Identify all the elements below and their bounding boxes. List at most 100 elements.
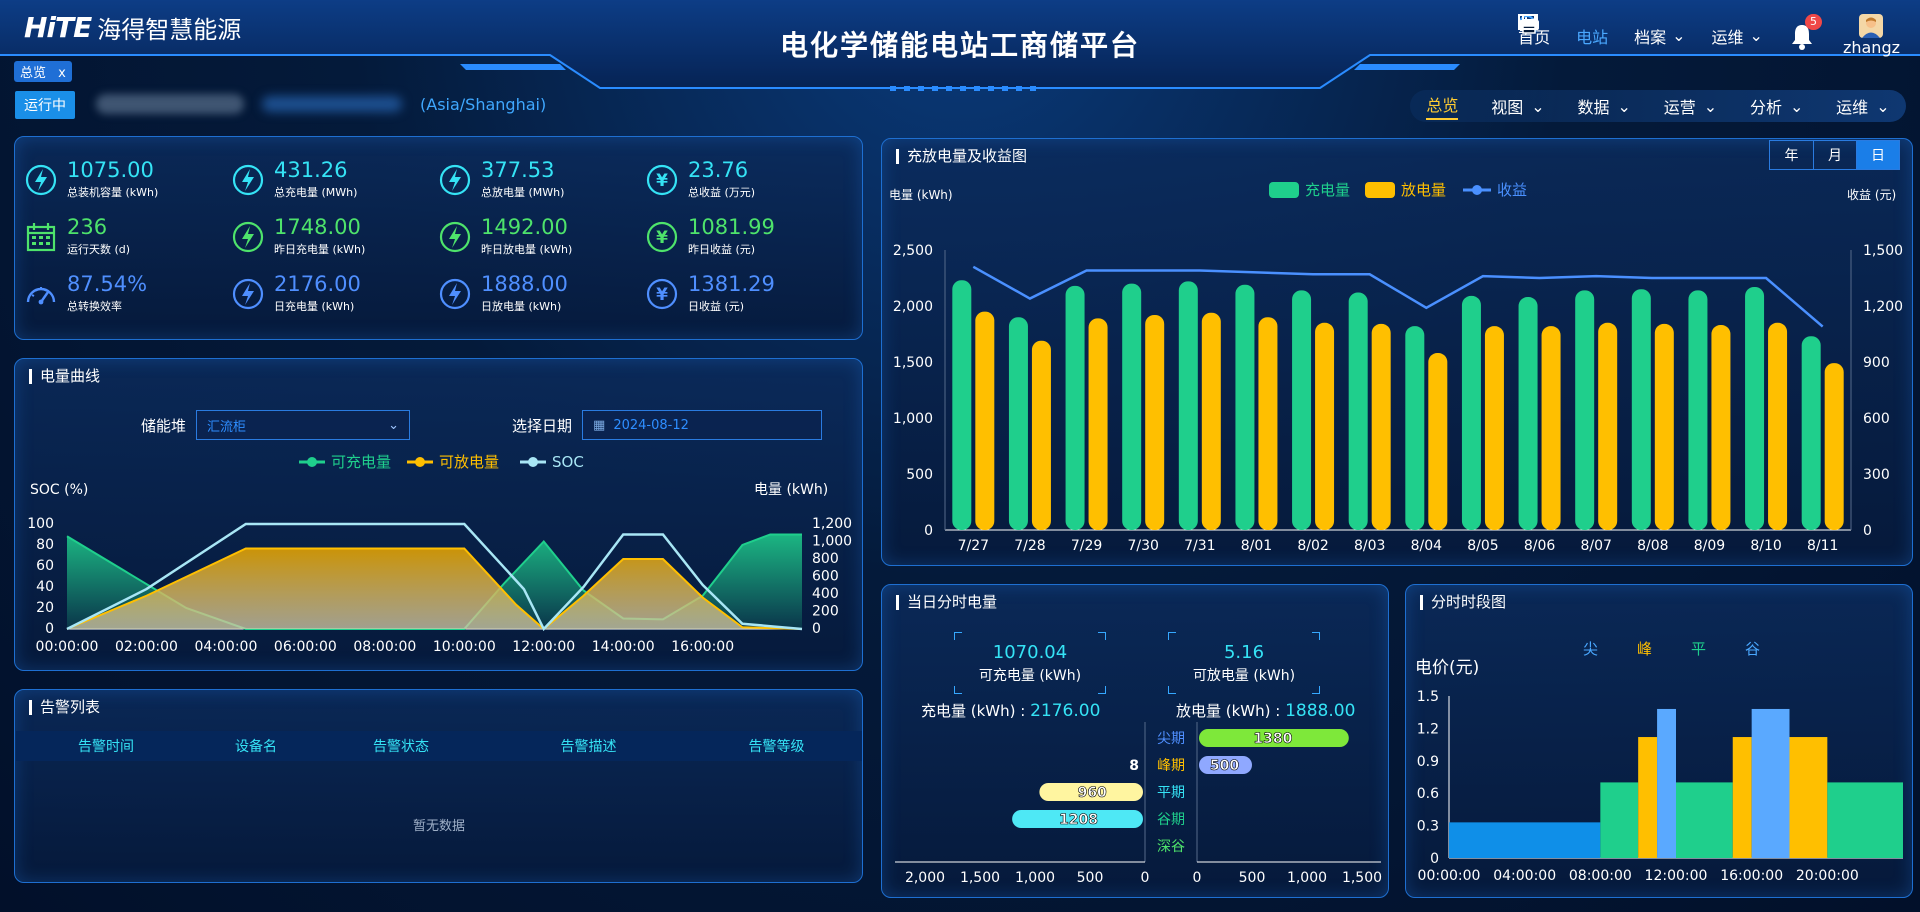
subnav-operation[interactable]: 运营 ⌄ <box>1664 94 1717 118</box>
calendar-icon <box>26 222 56 251</box>
x-tick: 8/07 <box>1580 538 1611 554</box>
user-menu[interactable]: zhangz <box>1843 14 1900 57</box>
lightning-icon <box>232 164 264 195</box>
bar-charge <box>1801 336 1821 530</box>
subnav-maintenance-label: 运维 <box>1836 98 1869 117</box>
legend-tou: 峰 <box>1637 640 1652 658</box>
x-tick: 00:00:00 <box>1418 868 1481 884</box>
y-tick-right: 900 <box>1863 355 1890 371</box>
bar-discharge <box>1598 322 1618 530</box>
y-tick-right: 1,200 <box>1863 299 1903 315</box>
dischargeable-label: 可放电量 (kWh) <box>1192 668 1296 684</box>
overview-tag[interactable]: 总览 x <box>14 61 72 82</box>
bar-discharge <box>1711 325 1731 530</box>
subnav-data[interactable]: 数据 ⌄ <box>1577 94 1630 118</box>
bar-charge <box>1292 290 1312 530</box>
kpi-card: ¥1081.99 昨日收益 (元) <box>646 216 775 257</box>
chevron-down-icon: ⌄ <box>1531 96 1545 116</box>
col-device-name[interactable]: 设备名 <box>235 739 277 755</box>
soc-series-line <box>66 522 803 632</box>
bar-discharge <box>1258 317 1278 530</box>
chevron-down-icon: ⌄ <box>388 417 400 433</box>
kpi-value: 1492.00 <box>481 215 568 239</box>
subnav-view[interactable]: 视图 ⌄ <box>1491 94 1544 118</box>
bar-charge-label: 960 <box>1078 785 1107 801</box>
x-tick: 20:00:00 <box>1796 868 1859 884</box>
username: zhangz <box>1842 38 1900 57</box>
x-tick: 8/11 <box>1807 538 1838 554</box>
tou-segment <box>1657 708 1676 858</box>
legend-marker <box>307 457 317 467</box>
bar-charge <box>1178 281 1198 530</box>
y-tick-left: 60 <box>36 558 54 574</box>
tag-close-icon[interactable]: x <box>58 66 66 81</box>
y-tick-right: 1,000 <box>812 534 852 550</box>
chevron-down-icon: ⌄ <box>1617 96 1631 116</box>
tab-month[interactable]: 月 <box>1813 141 1856 169</box>
gauge-icon <box>26 286 56 304</box>
chevron-down-icon: ⌄ <box>1672 26 1686 45</box>
col-alarm-desc[interactable]: 告警描述 <box>560 739 617 755</box>
bar-charge <box>1518 297 1538 530</box>
legend-marker-revenue <box>1472 185 1482 195</box>
y-tick: 1.5 <box>1417 689 1439 705</box>
y-tick: 0.3 <box>1417 819 1439 835</box>
energy-revenue-panel: 充放电量及收益图 年 月 日 <box>881 138 1913 566</box>
x-tick: 8/09 <box>1694 538 1725 554</box>
nav-station[interactable]: 电站 <box>1519 15 1608 48</box>
kpi-label: 运行天数 (d) <box>67 243 131 256</box>
bar-charge <box>1575 290 1595 530</box>
chargeable-value: 1070.04 <box>992 642 1068 663</box>
bar-charge <box>952 280 972 530</box>
chargeable-box: 1070.04 可充电量 (kWh) <box>954 632 1106 694</box>
x-tick: 00:00:00 <box>36 639 99 655</box>
logo[interactable]: HiTE 海得智慧能源 <box>24 10 241 45</box>
bar-charge <box>1461 295 1481 530</box>
kpi-card: 1075.00 总装机容量 (kWh) <box>25 159 158 200</box>
dischargeable-series-line <box>66 547 803 631</box>
y-tick-right: 400 <box>812 586 839 602</box>
kpi-value: 1075.00 <box>67 158 154 182</box>
bar-charge-label: 1208 <box>1059 812 1098 828</box>
kpi-label: 总充电量 (MWh) <box>274 186 358 199</box>
subnav-data-label: 数据 <box>1577 98 1610 117</box>
subnav-analysis[interactable]: 分析 ⌄ <box>1750 94 1803 118</box>
nav-ops[interactable]: 运维 ⌄ <box>1518 14 1763 48</box>
stack-select[interactable]: 汇流柜 ⌄ <box>196 410 411 440</box>
notification-bell[interactable]: 5 <box>1789 13 1822 50</box>
y-tick-right: 200 <box>812 604 839 620</box>
x-tick: 8/04 <box>1411 538 1443 554</box>
tou-segment <box>1449 822 1601 858</box>
bar-discharge <box>1768 322 1788 530</box>
subnav-maintenance[interactable]: 运维 ⌄ <box>1836 94 1889 118</box>
logo-text: 海得智慧能源 <box>97 16 242 44</box>
subnav-overview[interactable]: 总览 <box>1426 92 1459 120</box>
y-tick: 1.2 <box>1417 721 1439 737</box>
period-label: 深谷 <box>1157 839 1185 855</box>
col-alarm-level[interactable]: 告警等级 <box>748 739 805 755</box>
x-tick: 7/27 <box>958 538 989 554</box>
y-axis-left-label: SOC (%) <box>30 482 88 498</box>
tab-day[interactable]: 日 <box>1856 141 1899 169</box>
bell-icon <box>1791 24 1812 50</box>
tou-period-title: 分时时段图 <box>1420 595 1506 610</box>
y-tick: 0.9 <box>1417 754 1439 770</box>
bar-charge-period <box>1012 810 1143 828</box>
y-tick-right: 0 <box>812 621 821 637</box>
running-status-button[interactable]: 运行中 <box>15 91 75 119</box>
x-tick-right: 1,500 <box>1342 870 1382 886</box>
legend-label: 可充电量 <box>331 453 391 471</box>
lightning-icon <box>439 278 471 309</box>
kpi-value: 431.26 <box>274 158 348 182</box>
x-tick: 8/03 <box>1354 538 1385 554</box>
bar-discharge <box>1088 318 1108 530</box>
svg-text:¥: ¥ <box>656 228 668 248</box>
tab-year[interactable]: 年 <box>1784 148 1799 164</box>
date-picker[interactable]: ▦ 2024-08-12 <box>582 410 823 440</box>
date-label: 选择日期 <box>512 416 573 435</box>
col-alarm-status[interactable]: 告警状态 <box>373 739 429 755</box>
period-tabs: 年 月 日 <box>1769 140 1900 170</box>
col-alarm-time[interactable]: 告警时间 <box>78 739 134 755</box>
nav-archive[interactable]: 档案 ⌄ <box>1519 14 1686 48</box>
tou-period-chart: 尖 峰 平 谷电价(元) 0 0.3 0.6 0.9 1.2 1.5 00:00:00 04:00:0… <box>1415 640 1903 884</box>
